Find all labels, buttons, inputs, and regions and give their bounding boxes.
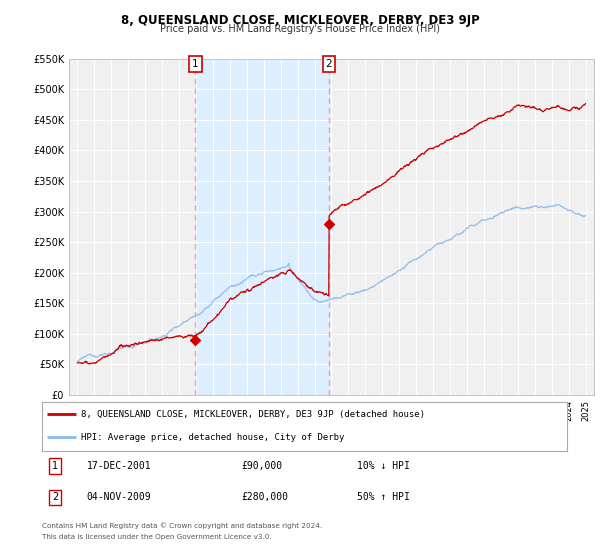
Text: 8, QUEENSLAND CLOSE, MICKLEOVER, DERBY, DE3 9JP (detached house): 8, QUEENSLAND CLOSE, MICKLEOVER, DERBY, … <box>82 410 425 419</box>
Text: 50% ↑ HPI: 50% ↑ HPI <box>357 492 410 502</box>
Text: 1: 1 <box>192 59 199 69</box>
Text: 10% ↓ HPI: 10% ↓ HPI <box>357 461 410 471</box>
Text: 2: 2 <box>325 59 332 69</box>
Text: Contains HM Land Registry data © Crown copyright and database right 2024.: Contains HM Land Registry data © Crown c… <box>42 522 322 529</box>
Text: 1: 1 <box>52 461 58 471</box>
Bar <box>196 59 329 395</box>
Point <box>191 335 200 344</box>
Point <box>324 220 334 228</box>
Text: 04-NOV-2009: 04-NOV-2009 <box>86 492 151 502</box>
Text: HPI: Average price, detached house, City of Derby: HPI: Average price, detached house, City… <box>82 433 345 442</box>
Text: Price paid vs. HM Land Registry's House Price Index (HPI): Price paid vs. HM Land Registry's House … <box>160 24 440 34</box>
Text: This data is licensed under the Open Government Licence v3.0.: This data is licensed under the Open Gov… <box>42 534 272 540</box>
Text: 8, QUEENSLAND CLOSE, MICKLEOVER, DERBY, DE3 9JP: 8, QUEENSLAND CLOSE, MICKLEOVER, DERBY, … <box>121 14 479 27</box>
Text: 2: 2 <box>52 492 58 502</box>
Text: £90,000: £90,000 <box>241 461 283 471</box>
Text: 17-DEC-2001: 17-DEC-2001 <box>86 461 151 471</box>
Text: £280,000: £280,000 <box>241 492 289 502</box>
